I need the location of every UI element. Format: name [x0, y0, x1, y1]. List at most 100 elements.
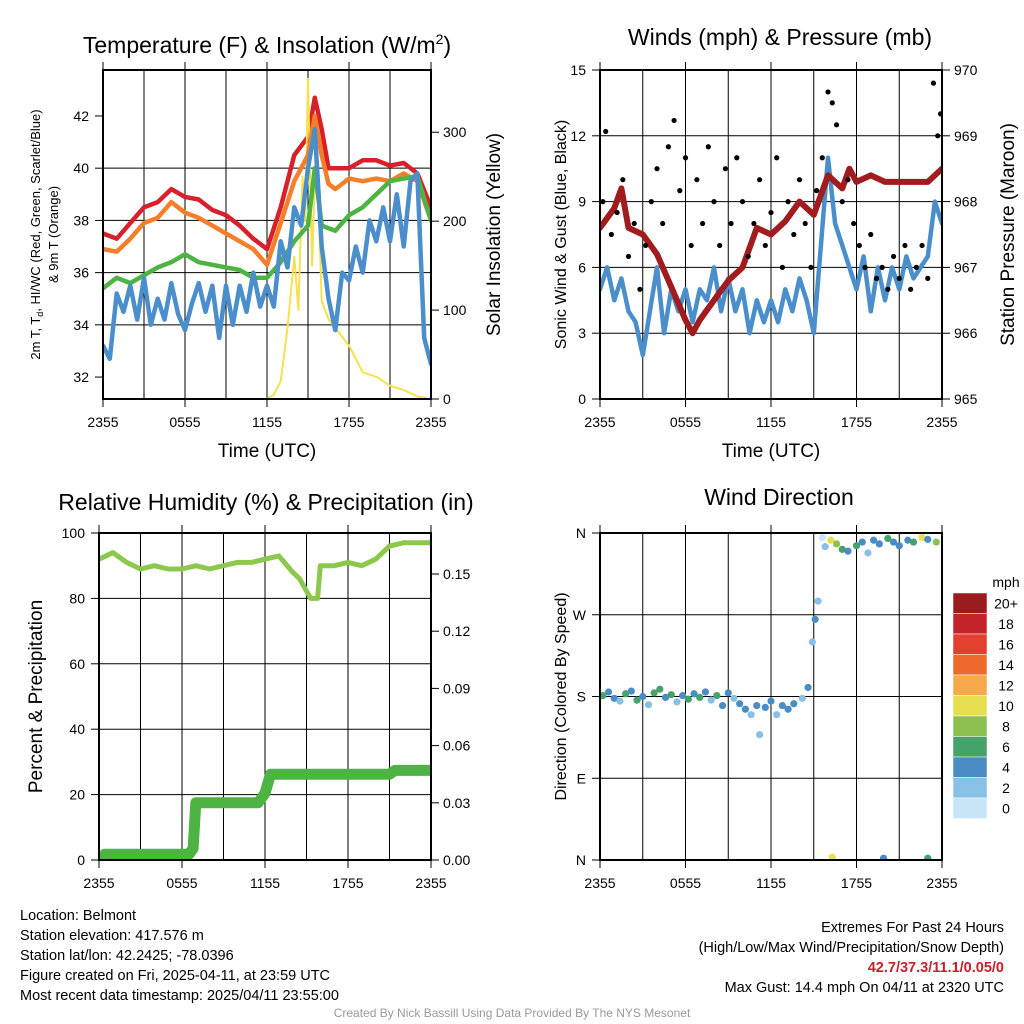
- y2-tick-label: 0.09: [443, 680, 470, 696]
- gust-point: [808, 264, 814, 270]
- colorbar-label: 6: [1002, 739, 1010, 755]
- gust-point: [885, 286, 891, 292]
- x-tick-label: 2355: [83, 875, 114, 891]
- colorbar-label: 14: [998, 657, 1014, 673]
- panel-dir: N E S W N 2355 0555 1155 1755 2355 mph 20+ 18 16 14 12 1…: [553, 484, 1020, 891]
- gust-point: [935, 133, 941, 139]
- y2-tick-label: 970: [954, 62, 978, 78]
- colorbar-label: 4: [1002, 759, 1010, 775]
- gust-point: [902, 242, 908, 249]
- gust-point: [919, 242, 925, 249]
- direction-point: [639, 692, 647, 701]
- gust-point: [925, 275, 931, 281]
- gust-point: [608, 231, 615, 238]
- y-axis-label-subscript: d: [35, 312, 45, 317]
- colorbar-label: 18: [998, 616, 1014, 632]
- direction-point: [844, 547, 852, 555]
- gust-point: [851, 220, 857, 227]
- direction-point: [761, 703, 769, 712]
- colorbar-label: 20+: [994, 595, 1018, 611]
- gust-point: [717, 242, 723, 249]
- direction-point: [924, 535, 932, 543]
- recent-timestamp-text: Most recent data timestamp: 2025/04/11 2…: [20, 988, 339, 1004]
- y-tick-label: 60: [69, 656, 85, 672]
- gust-point: [833, 122, 840, 128]
- colorbar-swatch: [952, 756, 988, 778]
- data-layer: [600, 80, 942, 358]
- gust-point: [751, 220, 757, 227]
- gust-point: [774, 155, 780, 161]
- y-tick-label: 80: [69, 590, 85, 606]
- y-tick-label: 36: [73, 265, 89, 281]
- colorbar-swatch: [952, 674, 988, 696]
- direction-point: [814, 597, 822, 605]
- x-tick-label: 2355: [584, 414, 615, 430]
- direction-point: [756, 731, 764, 739]
- panel-wind: 0 3 6 9 12 15 965 966 967 968 969 970 2355 0555 1155 17…: [553, 24, 1019, 462]
- max-gust-text: Max Gust: 14.4 mph On 04/11 at 2320 UTC: [724, 980, 1004, 996]
- plot-frame: [599, 69, 943, 400]
- latlon-text: Station lat/lon: 42.2425; -78.0396: [20, 948, 234, 964]
- gust-point: [762, 242, 768, 249]
- y-tick-label: 0: [77, 852, 85, 868]
- direction-point: [690, 690, 698, 698]
- direction-point: [696, 693, 704, 702]
- direction-point: [808, 638, 816, 646]
- colorbar-label: 8: [1002, 718, 1010, 734]
- direction-point: [713, 691, 721, 700]
- panel-temp: 32 34 36 38 40 42 0 100 200 300 2355 0555 1155 1755 23…: [28, 31, 505, 462]
- colorbar-swatch: [952, 592, 988, 614]
- gust-point: [796, 177, 803, 183]
- direction-point: [804, 683, 812, 692]
- x-tick-label: 2355: [87, 414, 118, 430]
- y-axis-label-line2: & 9m T (Orange): [46, 186, 61, 283]
- gust-point: [694, 177, 700, 183]
- y-tick-label: N: [576, 852, 586, 868]
- x-tick-label: 2355: [926, 414, 957, 430]
- direction-point: [889, 538, 898, 546]
- gust-point: [862, 264, 868, 270]
- x-tick-label: 1755: [841, 414, 872, 430]
- direction-point: [875, 540, 883, 548]
- created-text: Figure created on Fri, 2025-04-11, at 23…: [20, 968, 331, 984]
- gust-point: [620, 177, 626, 183]
- x-axis-label: Time (UTC): [218, 441, 317, 462]
- gust-point: [739, 199, 746, 205]
- direction-point: [811, 615, 819, 623]
- y2-tick-label: 965: [954, 391, 978, 407]
- direction-point: [633, 696, 641, 704]
- y2-tick-label: 969: [954, 128, 978, 144]
- colorbar-label: 2: [1002, 780, 1010, 796]
- x-tick-label: 1155: [250, 875, 280, 891]
- direction-point: [736, 700, 744, 708]
- x-tick-label: 0555: [670, 414, 701, 430]
- direction-point: [753, 701, 761, 710]
- direction-point: [784, 705, 792, 713]
- colorbar-swatch: [952, 736, 988, 758]
- title-superscript: 2: [436, 31, 444, 47]
- gust-point: [705, 144, 711, 150]
- colorbar-swatch: [952, 715, 988, 737]
- gust-point: [665, 144, 672, 150]
- chart-title: Winds (mph) & Pressure (mb): [628, 24, 932, 50]
- y2-tick-label: 300: [443, 124, 467, 140]
- y-tick-label: 20: [69, 787, 85, 803]
- gust-point: [930, 80, 937, 86]
- plot-frame: [102, 69, 432, 400]
- direction-point: [818, 533, 826, 542]
- direction-point: [832, 540, 841, 548]
- y-tick-label: 15: [570, 62, 586, 78]
- station-info: Location: Belmont Station elevation: 417…: [20, 906, 339, 1006]
- gust-point: [896, 275, 902, 281]
- y-tick-label: 40: [69, 721, 85, 737]
- series-line-precipitation: [99, 764, 431, 860]
- x-tick-label: 0555: [166, 875, 197, 891]
- credit-text: Created By Nick Bassill Using Data Provi…: [333, 1006, 691, 1020]
- direction-point: [879, 854, 888, 860]
- gust-point: [625, 253, 632, 260]
- series-line-td: [103, 165, 431, 291]
- gust-point: [785, 199, 791, 205]
- gust-point: [603, 128, 609, 135]
- y2-axis-label: Station Pressure (Maroon): [998, 123, 1019, 346]
